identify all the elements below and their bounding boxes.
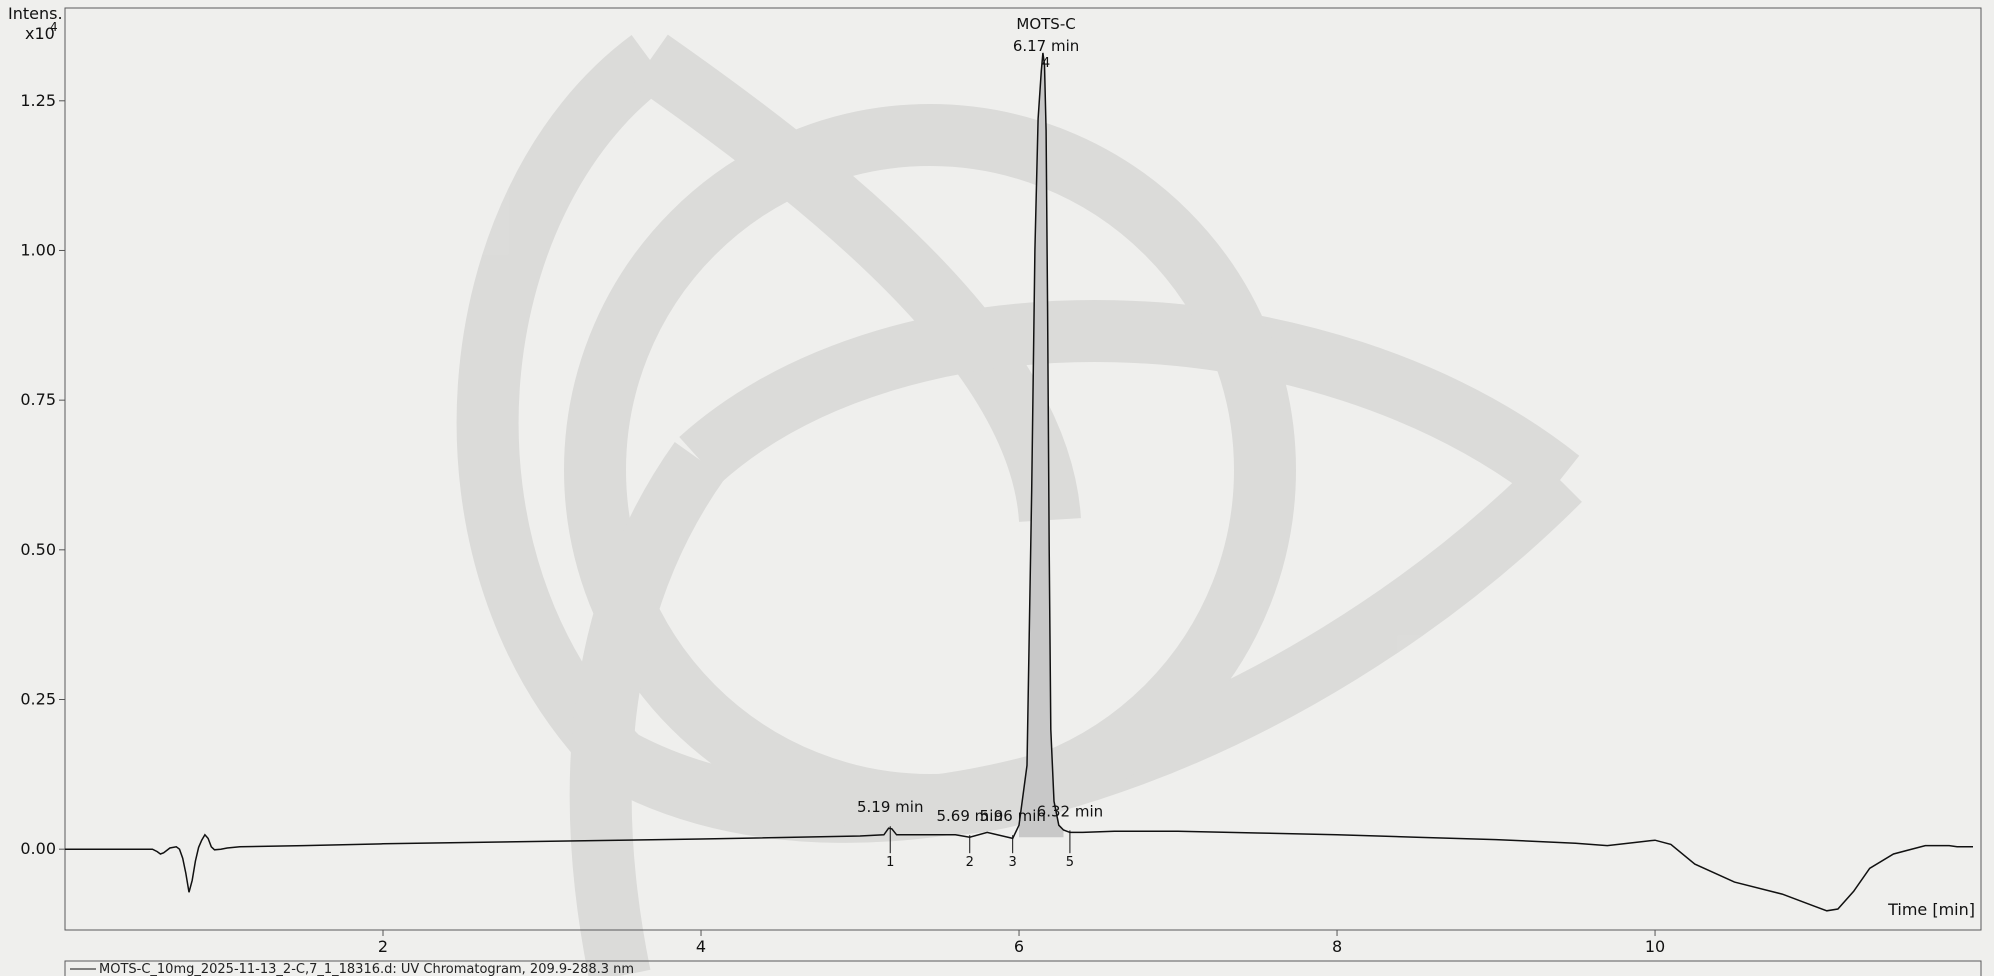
- watermark-ring: [564, 104, 1296, 836]
- peak-3-time: 5.96 min: [979, 807, 1045, 825]
- x-tick-label: 4: [696, 937, 706, 956]
- peak-5-time: 6.32 min: [1037, 802, 1103, 820]
- y-tick-label: 0.50: [20, 540, 56, 559]
- peak-1-time: 5.19 min: [857, 798, 923, 816]
- y-tick-label: 1.25: [20, 91, 56, 110]
- legend-box: [64, 960, 1982, 976]
- watermark-arc-4: [679, 300, 1580, 505]
- uv-chromatogram-trace: [65, 52, 1973, 912]
- peak-5-number: 5: [1066, 855, 1074, 870]
- y-tick-label: 0.75: [20, 390, 56, 409]
- y-axis: 0.00 0.25 0.50 0.75 1.00 1.25: [20, 91, 65, 858]
- y-axis-exponent: 4: [50, 20, 58, 34]
- peak-2-number: 2: [966, 855, 974, 870]
- x-tick-label: 6: [1014, 937, 1024, 956]
- peak-1-number: 1: [886, 855, 894, 870]
- x-tick-label: 10: [1645, 937, 1665, 956]
- main-peak-shaded-area: [1019, 52, 1064, 838]
- x-tick-label: 8: [1332, 937, 1342, 956]
- peak-3-number: 3: [1009, 855, 1017, 870]
- legend-series-name: MOTS-C_10mg_2025-11-13_2-C,7_1_18316.d: …: [99, 962, 634, 976]
- watermark-arc-1: [456, 35, 669, 782]
- x-axis: 2 4 6 8 10: [378, 930, 1665, 956]
- peak-2-time: 5.69 min: [937, 807, 1003, 825]
- x-axis-label: Time [min]: [1887, 900, 1975, 919]
- watermark-logo: [456, 34, 1582, 976]
- y-tick-label: 0.25: [20, 690, 56, 709]
- y-axis-label: Intens.: [8, 4, 63, 23]
- y-axis-multiplier: x10: [25, 24, 55, 43]
- plot-frame: [64, 7, 1982, 931]
- peak-4-time: 6.17 min: [1013, 37, 1079, 55]
- peak-4-number: 4: [1042, 56, 1050, 71]
- y-tick-label: 1.00: [20, 240, 56, 259]
- x-tick-label: 2: [378, 937, 388, 956]
- watermark-tail: [569, 441, 726, 976]
- peak-4-name: MOTS-C: [1016, 15, 1075, 33]
- y-tick-label: 0.00: [20, 839, 56, 858]
